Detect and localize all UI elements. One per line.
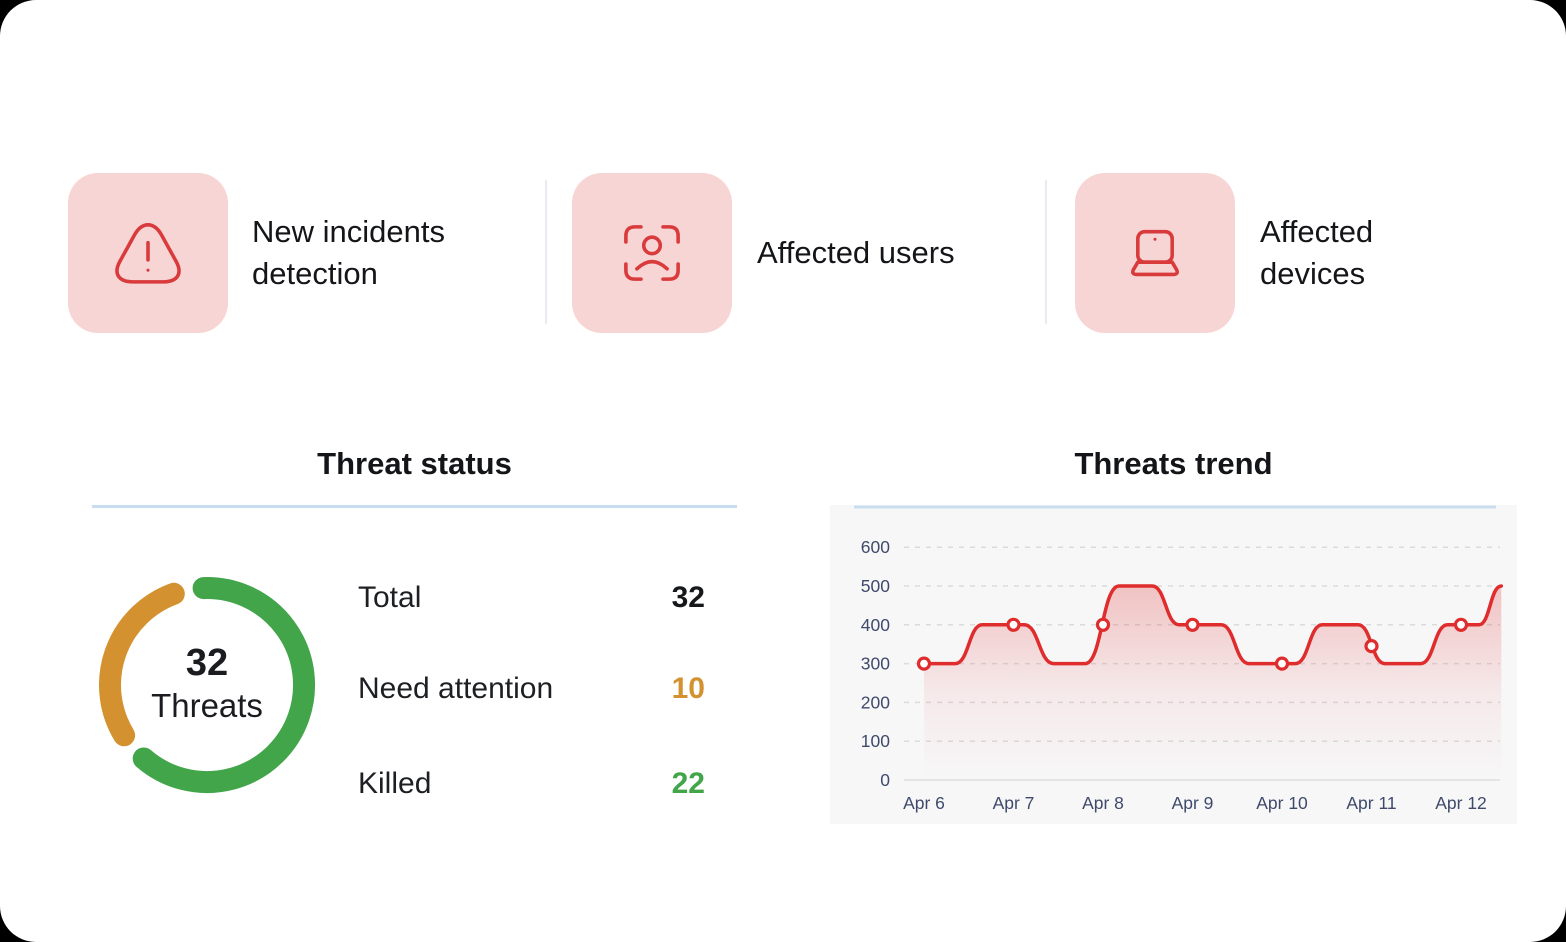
card-divider: [1045, 180, 1047, 324]
y-axis-labels: 0 100 200 300 400 500 600: [861, 537, 890, 790]
svg-text:200: 200: [861, 692, 890, 712]
svg-text:Apr 9: Apr 9: [1172, 793, 1214, 813]
legend-value: 22: [671, 767, 705, 800]
affected-devices-label: Affected devices: [1260, 214, 1374, 291]
threat-status-legend: Total 32 Need attention 10 Killed 22: [358, 570, 705, 810]
laptop-icon: [1131, 229, 1179, 277]
x-axis-labels: Apr 6 Apr 7 Apr 8 Apr 9 Apr 10 Apr 11 Apr 12: [903, 793, 1487, 813]
trend-line: [922, 584, 1504, 666]
svg-text:Apr 7: Apr 7: [993, 793, 1035, 813]
svg-text:600: 600: [861, 537, 890, 557]
data-point-markers: [916, 617, 1469, 671]
donut-center-text: 32 Threats: [92, 570, 322, 800]
svg-text:Apr 6: Apr 6: [903, 793, 945, 813]
svg-text:500: 500: [861, 576, 890, 596]
new-incidents-card[interactable]: [68, 173, 228, 333]
data-point-marker: [1364, 639, 1379, 654]
threat-status-divider: [92, 505, 737, 508]
alert-triangle-icon: [115, 223, 181, 284]
legend-row-need-attention: Need attention 10: [358, 667, 705, 711]
legend-value: 32: [671, 581, 705, 614]
legend-row-killed: Killed 22: [358, 762, 705, 806]
svg-text:300: 300: [861, 654, 890, 674]
affected-users-card[interactable]: [572, 173, 732, 333]
trend-area-fill: [924, 586, 1502, 780]
svg-text:Apr 12: Apr 12: [1435, 793, 1487, 813]
card-divider: [545, 180, 547, 324]
affected-users-label: Affected users: [757, 235, 955, 271]
legend-value: 10: [671, 672, 705, 705]
threat-status-donut-chart: 32 Threats: [92, 570, 322, 800]
data-point-marker: [916, 656, 932, 671]
svg-text:Apr 8: Apr 8: [1082, 793, 1124, 813]
legend-label: Total: [358, 581, 422, 614]
donut-segment-need-attention: [99, 582, 185, 747]
data-point-marker: [1453, 617, 1469, 632]
donut-total-value: 32: [185, 642, 229, 685]
data-point-marker: [1185, 617, 1200, 632]
legend-row-total: Total 32: [358, 576, 705, 620]
svg-text:0: 0: [880, 770, 890, 790]
data-point-marker: [1095, 617, 1111, 632]
svg-text:400: 400: [861, 615, 890, 635]
svg-text:100: 100: [861, 731, 890, 751]
user-scan-icon: [624, 225, 680, 281]
data-point-marker: [1006, 617, 1021, 632]
legend-label: Killed: [358, 767, 432, 800]
threats-trend-title: Threats trend: [1074, 446, 1273, 481]
svg-text:Apr 11: Apr 11: [1346, 793, 1396, 813]
new-incidents-label: New incidents detection: [252, 214, 445, 291]
donut-segment-killed: [132, 577, 316, 793]
threat-status-title: Threat status: [317, 446, 512, 481]
affected-devices-card[interactable]: [1075, 173, 1235, 333]
donut-total-label: Threats: [151, 687, 263, 725]
data-point-marker: [1274, 656, 1290, 671]
legend-label: Need attention: [358, 672, 554, 705]
svg-text:Apr 10: Apr 10: [1256, 793, 1308, 813]
